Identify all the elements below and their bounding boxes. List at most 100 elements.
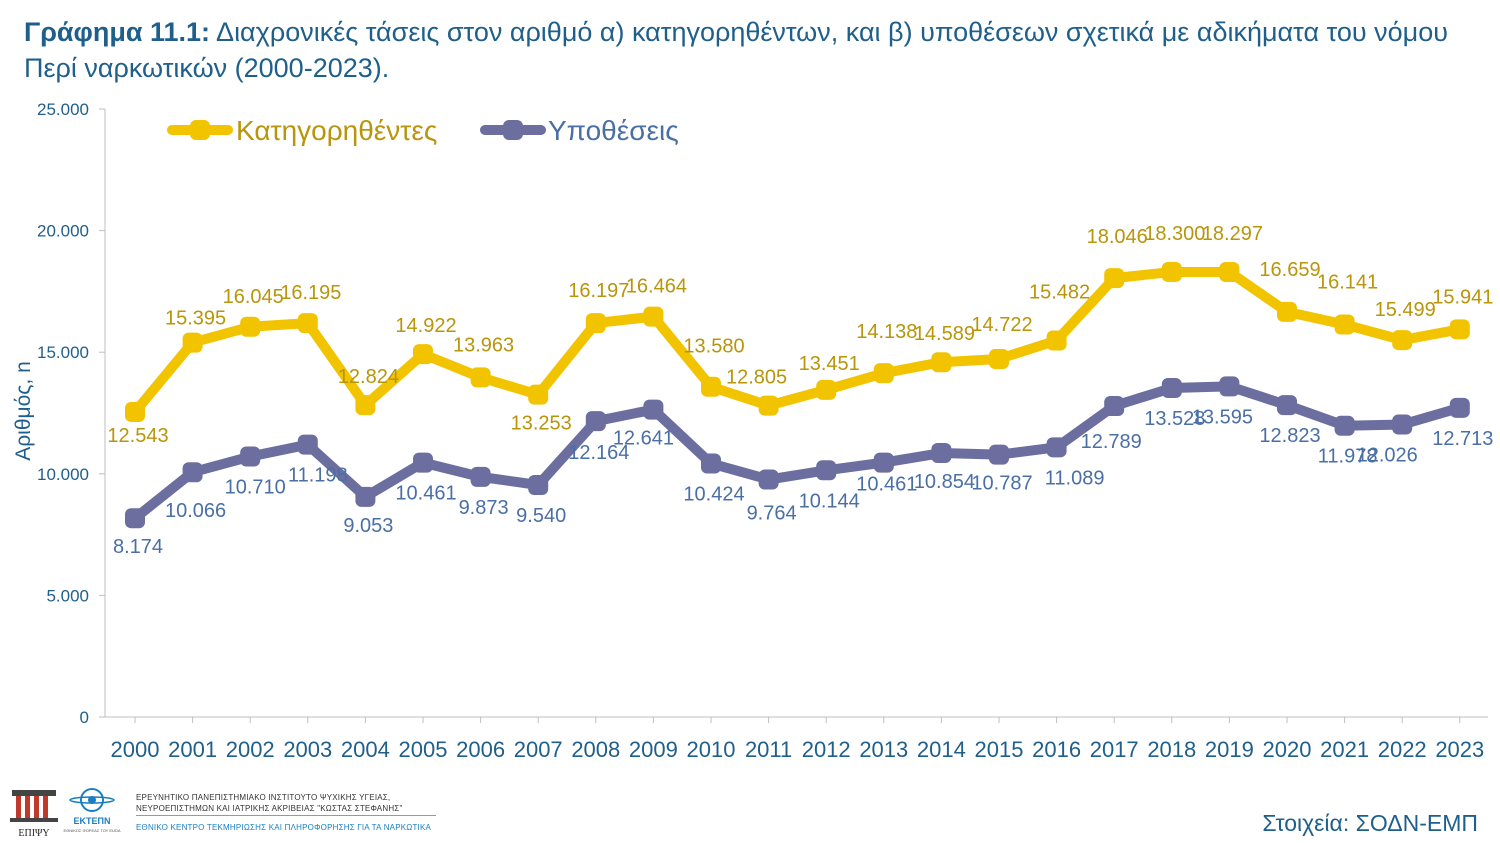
data-point-cases <box>1334 415 1355 436</box>
data-point-cases <box>413 452 433 473</box>
x-tick-label: 2019 <box>1205 737 1254 762</box>
data-label-cases: 11.089 <box>1045 467 1105 489</box>
x-tick-label: 2005 <box>399 737 448 762</box>
x-tick-label: 2004 <box>341 737 390 762</box>
data-label-cases: 10.710 <box>225 477 286 499</box>
data-label-cases: 13.528 <box>1144 408 1205 430</box>
data-label-cases: 12.713 <box>1432 428 1493 450</box>
data-point-accused <box>643 306 664 327</box>
data-point-cases <box>873 452 894 473</box>
data-label-accused: 18.297 <box>1202 223 1263 245</box>
data-point-accused <box>1392 330 1413 351</box>
x-tick-label: 2015 <box>975 737 1024 762</box>
data-point-accused <box>125 401 145 422</box>
x-tick-label: 2023 <box>1435 737 1484 762</box>
data-label-accused: 18.300 <box>1144 223 1205 245</box>
data-point-cases <box>643 399 664 420</box>
data-point-accused <box>1046 330 1067 351</box>
data-point-accused <box>355 395 376 416</box>
data-label-accused: 14.589 <box>914 323 975 345</box>
y-tick-label: 5.000 <box>46 586 89 605</box>
x-tick-label: 2001 <box>168 737 217 762</box>
chart-title-prefix: Γράφημα 11.1: <box>24 17 211 47</box>
data-point-cases <box>816 460 837 481</box>
data-label-cases: 10.787 <box>971 473 1032 495</box>
y-tick-label: 0 <box>80 708 89 727</box>
data-label-accused: 12.805 <box>726 367 787 389</box>
data-point-accused <box>758 395 779 416</box>
institute-line-1: ΕΡΕΥΝΗΤΙΚΟ ΠΑΝΕΠΙΣΤΗΜΙΑΚΟ ΙΝΣΤΙΤΟΥΤΟ ΨΥΧ… <box>136 793 391 802</box>
epipsy-logo-text: ΕΠΙΨΥ <box>18 828 49 839</box>
data-point-cases <box>931 443 952 464</box>
data-point-cases <box>989 444 1009 465</box>
x-tick-label: 2016 <box>1032 737 1081 762</box>
data-label-accused: 16.464 <box>626 276 687 298</box>
ektepn-logo-icon: ΕΚΤΕΠΝ ΕΘΝΙΚΟΣ ΦΟΡΕΑΣ ΤΟΥ EUDA <box>63 788 121 833</box>
data-point-accused <box>413 344 433 365</box>
data-label-accused: 15.482 <box>1029 281 1090 303</box>
data-label-accused: 16.141 <box>1317 271 1378 293</box>
y-tick-label: 15.000 <box>37 343 89 362</box>
data-point-accused <box>1219 262 1240 283</box>
data-point-cases <box>1219 376 1240 397</box>
data-label-cases: 11.978 <box>1318 446 1378 468</box>
data-point-cases <box>701 453 721 474</box>
data-point-accused <box>701 376 721 397</box>
data-label-accused: 16.659 <box>1259 259 1320 281</box>
data-point-cases <box>758 469 779 490</box>
legend-marker-accused <box>190 120 210 140</box>
y-tick-label: 25.000 <box>37 100 89 119</box>
y-axis-label: Αριθμός, n <box>12 361 35 461</box>
data-point-cases <box>1161 377 1182 398</box>
data-label-accused: 14.722 <box>971 314 1032 336</box>
data-point-accused <box>1334 314 1355 335</box>
x-tick-label: 2002 <box>226 737 275 762</box>
data-point-cases <box>1392 414 1413 435</box>
data-label-cases: 10.144 <box>799 490 860 512</box>
data-point-accused <box>470 367 491 388</box>
x-tick-label: 2022 <box>1378 737 1427 762</box>
data-label-cases: 11.198 <box>288 465 348 487</box>
y-tick-label: 10.000 <box>37 465 89 484</box>
series-line-accused <box>130 266 1465 417</box>
data-point-accused <box>182 332 203 353</box>
x-tick-label: 2018 <box>1147 737 1196 762</box>
x-tick-label: 2017 <box>1090 737 1139 762</box>
data-label-accused: 12.824 <box>338 366 399 388</box>
data-label-accused: 13.451 <box>799 353 860 375</box>
institute-name: ΕΡΕΥΝΗΤΙΚΟ ΠΑΝΕΠΙΣΤΗΜΙΑΚΟ ΙΝΣΤΙΤΟΥΤΟ ΨΥΧ… <box>136 792 403 814</box>
data-label-accused: 13.963 <box>453 334 514 356</box>
x-tick-label: 2021 <box>1320 737 1369 762</box>
data-point-cases <box>297 434 318 455</box>
institute-divider <box>136 815 436 816</box>
data-label-accused: 16.197 <box>568 280 629 302</box>
data-label-cases: 10.424 <box>683 483 744 505</box>
data-point-cases <box>1449 397 1470 418</box>
data-point-accused <box>528 384 549 405</box>
x-tick-label: 2008 <box>571 737 620 762</box>
data-point-cases <box>528 474 549 495</box>
data-point-accused <box>816 379 837 400</box>
x-tick-label: 2000 <box>111 737 160 762</box>
data-point-accused <box>585 313 606 334</box>
data-point-cases <box>585 411 606 432</box>
data-label-cases: 10.066 <box>165 500 226 522</box>
data-label-accused: 12.543 <box>107 425 168 447</box>
x-tick-label: 2012 <box>802 737 851 762</box>
data-label-accused: 16.195 <box>280 282 341 304</box>
data-label-cases: 12.641 <box>613 428 674 450</box>
data-label-cases: 10.461 <box>395 483 456 505</box>
data-point-accused <box>1449 319 1470 340</box>
data-point-cases <box>1277 395 1297 416</box>
data-point-cases <box>1046 437 1067 458</box>
institute-subtitle: ΕΘΝΙΚΟ ΚΕΝΤΡΟ ΤΕΚΜΗΡΙΩΣΗΣ ΚΑΙ ΠΛΗΡΟΦΟΡΗΣ… <box>136 823 432 832</box>
data-label-accused: 13.253 <box>511 413 572 435</box>
data-label-cases: 13.595 <box>1192 406 1253 428</box>
legend-label-accused: Κατηγορηθέντες <box>236 115 437 146</box>
data-label-cases: 10.461 <box>856 474 917 496</box>
data-label-cases: 12.164 <box>568 442 629 464</box>
x-tick-label: 2014 <box>917 737 966 762</box>
data-point-cases <box>240 446 261 467</box>
x-tick-label: 2003 <box>283 737 332 762</box>
